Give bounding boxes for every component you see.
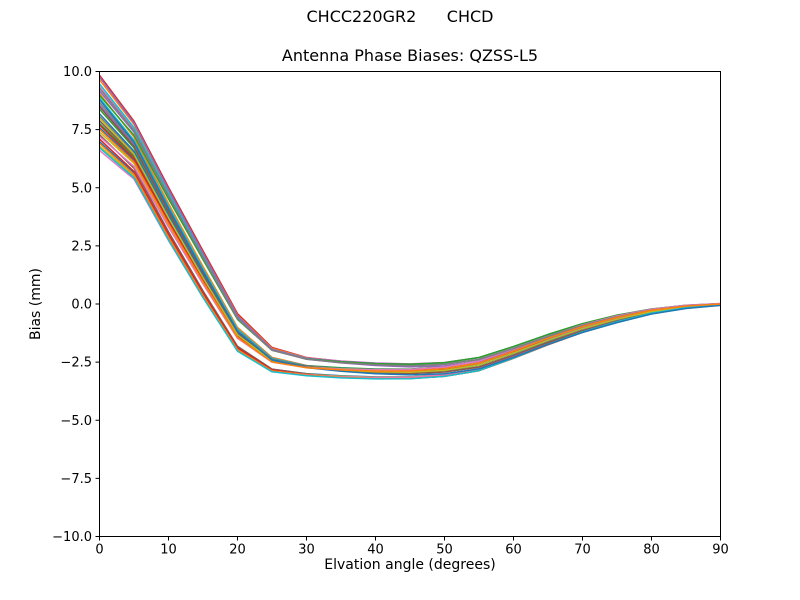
bias-curve <box>99 128 721 372</box>
y-tick-label: −7.5 <box>60 472 92 487</box>
y-tick-label: 0.0 <box>71 298 92 313</box>
x-tick-label: 50 <box>436 543 453 558</box>
bias-curve <box>99 115 721 372</box>
y-tick-label: −2.5 <box>60 356 92 371</box>
bias-curve <box>99 79 721 367</box>
y-tick-label: 7.5 <box>71 123 92 138</box>
bias-curve <box>99 90 721 365</box>
bias-curve <box>99 87 721 367</box>
curve-bundle <box>99 74 721 380</box>
bias-curve <box>99 135 721 371</box>
x-tick-label: 40 <box>367 543 384 558</box>
bias-curve <box>99 86 721 365</box>
y-tick-label: −10.0 <box>52 530 92 545</box>
x-axis-label: Elvation angle (degrees) <box>324 557 496 573</box>
bias-curve <box>99 74 721 366</box>
y-tick-label: −5.0 <box>60 414 92 429</box>
y-tick-label: 10.0 <box>63 65 92 80</box>
bias-curve <box>99 99 721 376</box>
plot-border <box>99 71 721 537</box>
x-tick-label: 80 <box>643 543 660 558</box>
y-axis-label: Bias (mm) <box>28 267 44 341</box>
x-tick-label: 0 <box>95 543 103 558</box>
bias-curve <box>99 83 721 367</box>
x-tick-label: 30 <box>298 543 315 558</box>
bias-curve <box>99 120 721 372</box>
bias-curve <box>99 94 721 366</box>
y-tick-label: 2.5 <box>71 239 92 254</box>
x-tick-label: 10 <box>160 543 177 558</box>
axes-title: Antenna Phase Biases: QZSS-L5 <box>281 46 539 65</box>
figure-suptitle: CHCC220GR2 CHCD <box>306 7 494 26</box>
x-tick-label: 60 <box>505 543 522 558</box>
bias-curve <box>99 117 721 373</box>
bias-curve <box>99 147 721 380</box>
y-tick-label: 5.0 <box>71 181 92 196</box>
bias-curve <box>99 76 721 368</box>
x-tick-label: 90 <box>712 543 729 558</box>
x-tick-label: 70 <box>574 543 591 558</box>
x-tick-label: 20 <box>229 543 246 558</box>
